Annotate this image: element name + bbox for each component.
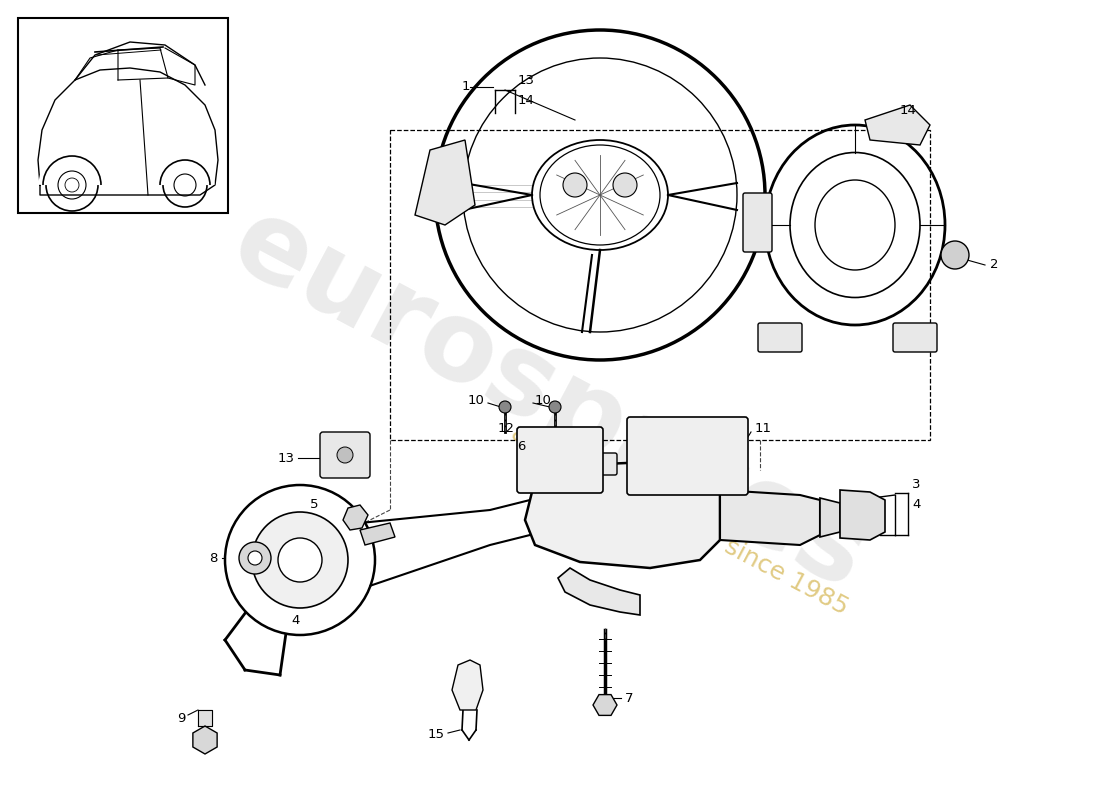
FancyBboxPatch shape — [558, 453, 617, 475]
Polygon shape — [415, 140, 475, 225]
Circle shape — [563, 173, 587, 197]
Text: 14: 14 — [900, 103, 917, 117]
Polygon shape — [720, 490, 820, 545]
Text: 11: 11 — [755, 422, 772, 434]
Circle shape — [248, 551, 262, 565]
Text: 15: 15 — [428, 729, 446, 742]
FancyBboxPatch shape — [758, 323, 802, 352]
FancyBboxPatch shape — [320, 432, 370, 478]
Polygon shape — [558, 568, 640, 615]
Circle shape — [239, 542, 271, 574]
Text: 8: 8 — [210, 551, 218, 565]
Circle shape — [613, 173, 637, 197]
Polygon shape — [840, 490, 886, 540]
Text: 10: 10 — [468, 394, 484, 406]
Text: eurospares: eurospares — [214, 188, 886, 612]
Text: 5: 5 — [309, 498, 318, 511]
Circle shape — [337, 447, 353, 463]
Polygon shape — [820, 498, 840, 537]
Bar — [18, 18, 228, 213]
FancyBboxPatch shape — [893, 323, 937, 352]
Circle shape — [252, 512, 348, 608]
Text: 14: 14 — [518, 94, 535, 106]
Text: 9: 9 — [177, 711, 185, 725]
FancyBboxPatch shape — [742, 193, 772, 252]
Polygon shape — [865, 105, 930, 145]
Text: 6: 6 — [517, 441, 525, 454]
Text: 13: 13 — [278, 451, 295, 465]
Text: 3: 3 — [912, 478, 921, 491]
Text: a passion for parts since 1985: a passion for parts since 1985 — [507, 421, 852, 619]
Polygon shape — [343, 505, 368, 530]
FancyBboxPatch shape — [517, 427, 603, 493]
Text: 7: 7 — [625, 691, 634, 705]
Bar — [390, 130, 930, 440]
Text: 2: 2 — [990, 258, 999, 271]
Polygon shape — [452, 660, 483, 710]
Polygon shape — [360, 523, 395, 545]
Text: 4: 4 — [912, 498, 921, 511]
Text: 12: 12 — [498, 422, 515, 434]
Circle shape — [278, 538, 322, 582]
Polygon shape — [525, 462, 720, 568]
Polygon shape — [198, 710, 212, 726]
FancyBboxPatch shape — [627, 417, 748, 495]
Circle shape — [549, 401, 561, 413]
Circle shape — [226, 485, 375, 635]
Circle shape — [548, 455, 568, 475]
Text: 13: 13 — [518, 74, 535, 86]
Circle shape — [940, 241, 969, 269]
Text: 10: 10 — [535, 394, 552, 406]
Text: 1: 1 — [462, 81, 470, 94]
Text: 4: 4 — [292, 614, 300, 626]
Circle shape — [499, 401, 512, 413]
